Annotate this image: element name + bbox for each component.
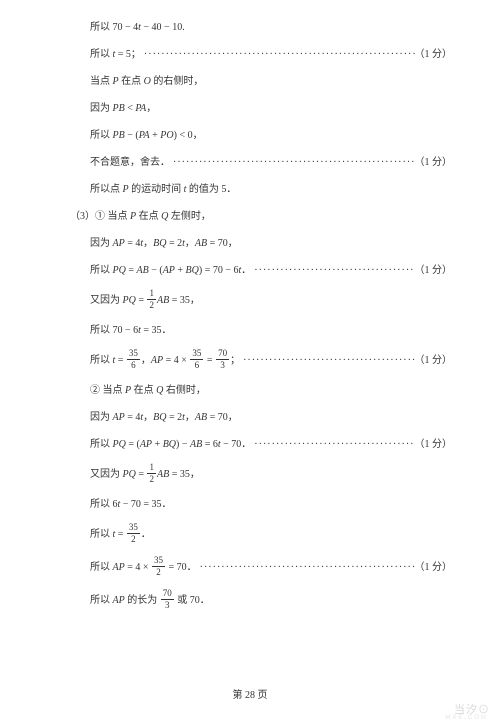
solution-line: 因为 AP = 4t，BQ = 2t，AB = 70，: [48, 236, 452, 251]
line-text: （3）① 当点 P 在点 Q 左侧时，: [70, 209, 211, 224]
line-text: 所以 70 − 4t − 40 − 10.: [90, 20, 185, 35]
line-text: 所以 PB − (PA + PO) < 0，: [90, 128, 203, 143]
solution-line: 所以 AP = 4 × 352 = 70．···················…: [48, 557, 452, 578]
solution-line: 所以 AP 的长为 703 或 70．: [48, 590, 452, 611]
line-text: ② 当点 P 在点 Q 右侧时，: [90, 383, 206, 398]
line-text: 又因为 PQ = 12AB = 35，: [90, 464, 200, 485]
solution-line: 因为 AP = 4t，BQ = 2t，AB = 70，: [48, 410, 452, 425]
line-text: 所以 t = 356，AP = 4 × 356 = 703；: [90, 350, 240, 371]
score-label: （1 分）: [415, 47, 453, 62]
line-text: 因为 AP = 4t，BQ = 2t，AB = 70，: [90, 410, 238, 425]
solution-line: 因为 PB < PA，: [48, 101, 452, 116]
line-text: 所以 t = 352．: [90, 524, 151, 545]
solution-line: ② 当点 P 在点 Q 右侧时，: [48, 383, 452, 398]
solution-line: 所以 t = 5；·······························…: [48, 47, 452, 62]
leader-dots: ········································…: [240, 353, 414, 368]
line-text: 当点 P 在点 O 的右侧时，: [90, 74, 203, 89]
page-number: 第 28 页: [0, 686, 500, 701]
line-text: 所以 6t − 70 = 35．: [90, 497, 172, 512]
line-text: 所以 70 − 6t = 35．: [90, 323, 172, 338]
solution-line: 所以 t = 352．: [48, 524, 452, 545]
score-label: （1 分）: [415, 560, 453, 575]
solution-line: 所以点 P 的运动时间 t 的值为 5．: [48, 182, 452, 197]
score-label: （1 分）: [415, 155, 453, 170]
leader-dots: ········································…: [251, 437, 414, 452]
leader-dots: ········································…: [170, 155, 415, 170]
solution-line: 所以 PQ = (AP + BQ) − AB = 6t − 70．·······…: [48, 437, 452, 452]
watermark-sub: MXE.COM: [445, 715, 488, 721]
solution-line: 所以 PQ = AB − (AP + BQ) = 70 − 6t．·······…: [48, 263, 452, 278]
solution-line: （3）① 当点 P 在点 Q 左侧时，: [48, 209, 452, 224]
line-text: 又因为 PQ = 12AB = 35，: [90, 290, 200, 311]
page-content: 所以 70 − 4t − 40 − 10.所以 t = 5；··········…: [0, 0, 500, 611]
line-text: 所以 t = 5；: [90, 47, 141, 62]
line-text: 所以 PQ = (AP + BQ) − AB = 6t − 70．: [90, 437, 251, 452]
line-text: 所以点 P 的运动时间 t 的值为 5．: [90, 182, 236, 197]
solution-line: 不合题意，舍去．································…: [48, 155, 452, 170]
score-label: （1 分）: [415, 437, 453, 452]
leader-dots: ········································…: [141, 47, 415, 62]
line-text: 不合题意，舍去．: [90, 155, 170, 170]
solution-line: 当点 P 在点 O 的右侧时，: [48, 74, 452, 89]
leader-dots: ········································…: [197, 560, 415, 575]
line-text: 所以 PQ = AB − (AP + BQ) = 70 − 6t．: [90, 263, 251, 278]
solution-line: 所以 6t − 70 = 35．: [48, 497, 452, 512]
solution-line: 所以 70 − 6t = 35．: [48, 323, 452, 338]
solution-line: 所以 PB − (PA + PO) < 0，: [48, 128, 452, 143]
score-label: （1 分）: [415, 353, 453, 368]
solution-line: 所以 70 − 4t − 40 − 10.: [48, 20, 452, 35]
solution-line: 又因为 PQ = 12AB = 35，: [48, 464, 452, 485]
line-text: 因为 PB < PA，: [90, 101, 156, 116]
line-text: 所以 AP 的长为 703 或 70．: [90, 590, 210, 611]
line-text: 所以 AP = 4 × 352 = 70．: [90, 557, 197, 578]
solution-line: 所以 t = 356，AP = 4 × 356 = 703；··········…: [48, 350, 452, 371]
line-text: 因为 AP = 4t，BQ = 2t，AB = 70，: [90, 236, 238, 251]
solution-line: 又因为 PQ = 12AB = 35，: [48, 290, 452, 311]
score-label: （1 分）: [415, 263, 453, 278]
leader-dots: ········································…: [251, 263, 414, 278]
